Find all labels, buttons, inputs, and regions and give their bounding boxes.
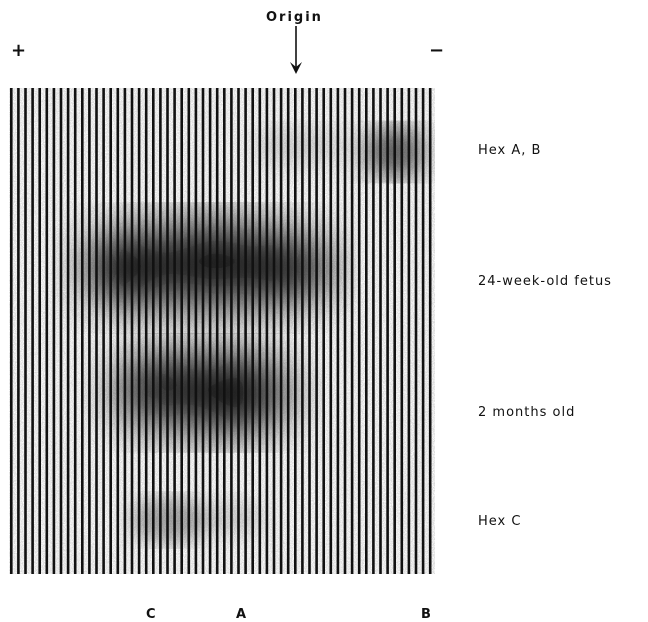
electrophoresis-gel — [9, 88, 435, 574]
band-label-24-week-old-fetus: 24-week-old fetus — [478, 274, 612, 289]
cathode-minus-sign: − — [429, 40, 445, 61]
origin-label: Origin — [266, 10, 323, 25]
lane-label-a: A — [236, 607, 248, 622]
band-label-2-months-old: 2 months old — [478, 405, 576, 420]
anode-plus-sign: + — [11, 40, 27, 61]
gel-stripe-lines — [10, 88, 432, 574]
lane-label-c: C — [146, 607, 157, 622]
lane-label-b: B — [421, 607, 432, 622]
band-label-hex-ab: Hex A, B — [478, 143, 542, 158]
origin-arrow-icon — [290, 26, 302, 74]
band-label-hex-c: Hex C — [478, 514, 522, 529]
